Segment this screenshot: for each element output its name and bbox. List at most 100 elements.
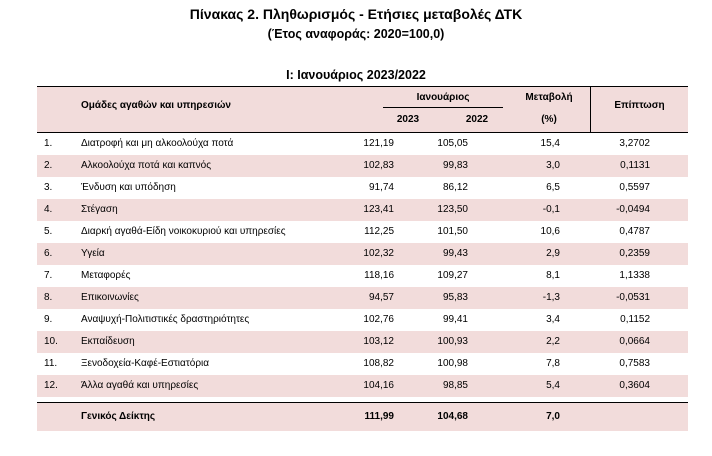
row-change: 10,6 <box>540 226 560 237</box>
row-value-2022: 86,12 <box>442 182 468 193</box>
row-number: 4. <box>44 204 53 215</box>
row-value-2023: 102,76 <box>363 314 394 325</box>
table-title: Πίνακας 2. Πληθωρισμός - Ετήσιες μεταβολ… <box>189 6 523 22</box>
total-value-2022: 104,68 <box>437 411 468 422</box>
row-value-2022: 105,05 <box>437 138 468 149</box>
row-change: 7,8 <box>546 358 560 369</box>
row-number: 6. <box>44 248 53 259</box>
row-category: Αναψυχή-Πολιτιστικές δραστηριότητες <box>81 314 250 325</box>
row-category: Μεταφορές <box>81 270 131 281</box>
table-row: 1. Διατροφή και μη αλκοολούχα ποτά 121,19 1… <box>37 133 688 155</box>
row-change: 2,9 <box>546 248 560 259</box>
row-change: 3,0 <box>546 160 560 171</box>
row-impact: 0,4787 <box>619 226 650 237</box>
table-row: 8. Επικοινωνίες 94,57 95,83 -1,3 -0,0531 <box>37 287 688 309</box>
cpi-table: Ομάδες αγαθών και υπηρεσιών Ιανουάριος 2… <box>37 86 688 431</box>
row-impact: 0,3604 <box>619 380 650 391</box>
row-change: -1,3 <box>542 292 560 303</box>
table-row: 4. Στέγαση 123,41 123,50 -0,1 -0,0494 <box>37 199 688 221</box>
table-row: 2. Αλκοολούχα ποτά και καπνός 102,83 99,83 3… <box>37 155 688 177</box>
section-title: Ι: Ιανουάριος 2023/2022 <box>286 68 426 82</box>
total-label: Γενικός Δείκτης <box>81 411 156 422</box>
row-change: 3,4 <box>546 314 560 325</box>
row-category: Επικοινωνίες <box>81 292 139 303</box>
row-number: 9. <box>44 314 53 325</box>
row-category: Υγεία <box>81 248 105 259</box>
row-change: 8,1 <box>546 270 560 281</box>
row-value-2022: 98,85 <box>442 380 468 391</box>
table-row: 9. Αναψυχή-Πολιτιστικές δραστηριότητες 102… <box>37 309 688 331</box>
table-subtitle: (Έτος αναφοράς: 2020=100,0) <box>267 27 445 41</box>
table-row: 12. Άλλα αγαθά και υπηρεσίες 104,16 98,85 5,… <box>37 375 688 397</box>
row-value-2022: 123,50 <box>437 204 468 215</box>
row-category: Στέγαση <box>81 204 118 215</box>
row-change: 15,4 <box>540 138 560 149</box>
total-change: 7,0 <box>546 411 560 422</box>
header-month: Ιανουάριος <box>416 92 470 103</box>
row-value-2023: 104,16 <box>363 380 394 391</box>
row-value-2022: 99,83 <box>442 160 468 171</box>
row-category: Εκπαίδευση <box>81 336 135 347</box>
row-change: 6,5 <box>546 182 560 193</box>
row-value-2022: 109,27 <box>437 270 468 281</box>
row-number: 10. <box>44 336 58 347</box>
row-change: 5,4 <box>546 380 560 391</box>
header-divider <box>383 107 503 108</box>
row-value-2023: 103,12 <box>363 336 394 347</box>
header-groups: Ομάδες αγαθών και υπηρεσιών <box>81 100 231 111</box>
row-value-2022: 100,98 <box>437 358 468 369</box>
table-row: 11. Ξενοδοχεία-Καφέ-Εστιατόρια 108,82 100,9… <box>37 353 688 375</box>
table-body: 1. Διατροφή και μη αλκοολούχα ποτά 121,19 1… <box>37 133 688 397</box>
row-impact: -0,0494 <box>616 204 650 215</box>
header-change: Μεταβολή <box>525 92 573 103</box>
row-impact: 0,2359 <box>619 248 650 259</box>
row-impact: 0,1152 <box>620 314 650 325</box>
total-row: Γενικός Δείκτης 111,99 104,68 7,0 <box>37 402 688 431</box>
row-category: Διαρκή αγαθά-Είδη νοικοκυριού και υπηρεσ… <box>81 226 286 237</box>
row-change: -0,1 <box>542 204 560 215</box>
row-value-2023: 108,82 <box>363 358 394 369</box>
row-category: Άλλα αγαθά και υπηρεσίες <box>81 380 199 391</box>
row-category: Ξενοδοχεία-Καφέ-Εστιατόρια <box>81 358 210 369</box>
row-category: Ένδυση και υπόδηση <box>81 182 176 193</box>
header-impact: Επίπτωση <box>614 100 665 111</box>
row-number: 2. <box>44 160 53 171</box>
total-value-2023: 111,99 <box>364 411 394 422</box>
row-category: Αλκοολούχα ποτά και καπνός <box>81 160 212 171</box>
row-value-2023: 123,41 <box>363 204 394 215</box>
table-row: 5. Διαρκή αγαθά-Είδη νοικοκυριού και υπηρ… <box>37 221 688 243</box>
row-number: 11. <box>44 358 58 369</box>
row-value-2023: 94,57 <box>368 292 394 303</box>
table-row: 10. Εκπαίδευση 103,12 100,93 2,2 0,0664 <box>37 331 688 353</box>
row-number: 1. <box>44 138 53 149</box>
header-change-unit: (%) <box>541 114 557 125</box>
row-value-2023: 102,32 <box>363 248 394 259</box>
row-number: 12. <box>44 380 58 391</box>
row-number: 5. <box>44 226 53 237</box>
row-value-2022: 101,50 <box>437 226 468 237</box>
header-year-2023: 2023 <box>396 114 420 125</box>
row-value-2023: 91,74 <box>368 182 394 193</box>
row-impact: 0,7583 <box>619 358 650 369</box>
row-value-2022: 100,93 <box>437 336 468 347</box>
row-value-2022: 99,41 <box>442 314 468 325</box>
row-number: 7. <box>44 270 53 281</box>
row-impact: 0,5597 <box>619 182 650 193</box>
table-row: 3. Ένδυση και υπόδηση 91,74 86,12 6,5 0,5597 <box>37 177 688 199</box>
row-number: 8. <box>44 292 53 303</box>
table-row: 6. Υγεία 102,32 99,43 2,9 0,2359 <box>37 243 688 265</box>
header-column-divider <box>590 87 591 132</box>
row-value-2023: 118,16 <box>364 270 394 281</box>
row-value-2023: 102,83 <box>363 160 394 171</box>
table-header: Ομάδες αγαθών και υπηρεσιών Ιανουάριος 2… <box>37 86 688 133</box>
row-category: Διατροφή και μη αλκοολούχα ποτά <box>81 138 234 149</box>
row-impact: 0,1131 <box>620 160 650 171</box>
row-impact: 3,2702 <box>619 138 650 149</box>
row-impact: 1,1338 <box>619 270 650 281</box>
row-value-2022: 95,83 <box>442 292 468 303</box>
table-row: 7. Μεταφορές 118,16 109,27 8,1 1,1338 <box>37 265 688 287</box>
row-value-2022: 99,43 <box>442 248 468 259</box>
row-number: 3. <box>44 182 53 193</box>
row-value-2023: 112,25 <box>364 226 394 237</box>
row-change: 2,2 <box>546 336 560 347</box>
